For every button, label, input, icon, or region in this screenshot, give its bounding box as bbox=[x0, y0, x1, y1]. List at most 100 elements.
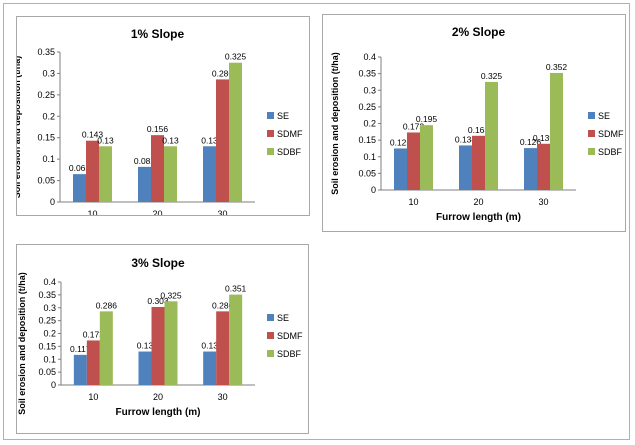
y-tick-label: 0 bbox=[50, 197, 55, 207]
chart-panel-3pct-slope: 3% Slope 0 0.05 0.1 0.15 0.2 0.25 0.3 0.35 0.4 0.1… bbox=[16, 244, 309, 434]
chart-3pct-slope: 3% Slope 0 0.05 0.1 0.15 0.2 0.25 0.3 0.35 0.4 0.1… bbox=[17, 256, 303, 418]
data-label: 0.143 bbox=[82, 130, 104, 140]
data-label: 0.286 bbox=[96, 300, 118, 310]
legend-swatch-sdmf bbox=[588, 130, 595, 137]
x-tick-label: 10 bbox=[408, 197, 418, 207]
y-tick-label: 0.2 bbox=[363, 119, 376, 129]
bar-sdmf bbox=[151, 306, 165, 385]
data-label: 0.286 bbox=[212, 300, 234, 310]
bar-sdmf bbox=[407, 132, 420, 190]
bar-sdbf bbox=[164, 301, 178, 385]
legend-swatch-se bbox=[267, 314, 274, 321]
bar-sdbf bbox=[420, 125, 433, 190]
chart-title: 2% Slope bbox=[452, 25, 506, 39]
data-label: 0.286 bbox=[212, 68, 234, 78]
y-tick-label: 0.2 bbox=[43, 329, 56, 339]
x-tick-label: 30 bbox=[218, 392, 228, 402]
data-label: 0.351 bbox=[225, 284, 247, 294]
bar-sdmf bbox=[537, 143, 550, 190]
y-tick-label: 0.35 bbox=[37, 47, 55, 57]
data-label: 0.13 bbox=[97, 135, 114, 145]
data-label: 0.126 bbox=[520, 137, 542, 147]
bar-sdmf bbox=[86, 140, 99, 202]
figure-frame: 1% Slope 0 0.05 0.1 0.15 0.2 0.25 0.3 0.35 0.065 0… bbox=[3, 3, 630, 440]
data-label: 0.139 bbox=[533, 133, 555, 143]
data-label: 0.117 bbox=[70, 344, 91, 354]
legend-label: SDMF bbox=[277, 331, 303, 341]
bar-se bbox=[203, 351, 217, 385]
data-label: 0.325 bbox=[225, 52, 247, 62]
bar-sdmf bbox=[151, 135, 164, 202]
data-label: 0.13 bbox=[137, 341, 154, 351]
legend-swatch-se bbox=[588, 112, 595, 119]
data-label: 0.325 bbox=[481, 71, 503, 81]
data-label: 0.163 bbox=[468, 125, 490, 135]
bar-se bbox=[203, 146, 216, 202]
y-tick-label: 0.05 bbox=[358, 168, 376, 178]
data-label: 0.13 bbox=[162, 135, 179, 145]
x-tick-label: 30 bbox=[217, 209, 227, 215]
y-axis-label: Soil erosion and deposition (t/ha) bbox=[17, 56, 22, 199]
chart-2pct-slope: 2% Slope 0 0.05 0.1 0.15 0.2 0.25 0.3 0.35 0.4 0.1… bbox=[330, 25, 624, 223]
y-tick-label: 0.25 bbox=[37, 90, 55, 100]
data-label: 0.325 bbox=[160, 290, 182, 300]
y-tick-label: 0.35 bbox=[358, 69, 376, 79]
bar-sdmf bbox=[216, 311, 230, 385]
legend-label: SDBF bbox=[598, 147, 623, 157]
bar-se bbox=[394, 148, 407, 190]
y-tick-label: 0.35 bbox=[38, 290, 56, 300]
bar-se bbox=[459, 145, 472, 190]
y-tick-label: 0.1 bbox=[42, 154, 55, 164]
y-tick-label: 0.3 bbox=[43, 303, 56, 313]
legend-label: SE bbox=[598, 111, 610, 121]
y-tick-label: 0.4 bbox=[43, 277, 56, 287]
data-label: 0.173 bbox=[83, 329, 105, 339]
y-tick-label: 0.15 bbox=[38, 341, 56, 351]
data-label: 0.134 bbox=[455, 134, 477, 144]
data-label: 0.065 bbox=[69, 163, 91, 173]
y-tick-label: 0.05 bbox=[38, 367, 56, 377]
y-tick-label: 0.15 bbox=[37, 133, 55, 143]
legend-swatch-sdmf bbox=[267, 130, 274, 137]
y-tick-label: 0 bbox=[51, 380, 56, 390]
chart-1pct-slope: 1% Slope 0 0.05 0.1 0.15 0.2 0.25 0.3 0.35 0.065 0… bbox=[12, 27, 303, 235]
y-tick-label: 0.1 bbox=[363, 152, 376, 162]
bar-sdbf bbox=[164, 146, 177, 202]
x-tick-label: 20 bbox=[152, 209, 162, 215]
bar-se bbox=[73, 354, 87, 385]
x-axis-label: Furrow length (m) bbox=[436, 212, 521, 223]
data-label: 0.173 bbox=[403, 121, 425, 131]
x-axis-label: Furrow length (m) bbox=[116, 407, 201, 418]
x-tick-label: 10 bbox=[87, 209, 97, 215]
data-label: 0.125 bbox=[390, 137, 412, 147]
legend-swatch-se bbox=[267, 112, 274, 119]
bar-sdmf bbox=[216, 79, 229, 202]
legend-swatch-sdbf bbox=[267, 148, 274, 155]
y-tick-label: 0.1 bbox=[43, 354, 56, 364]
bar-sdbf bbox=[99, 311, 113, 385]
bar-se bbox=[138, 351, 152, 385]
x-tick-label: 20 bbox=[153, 392, 163, 402]
x-tick-label: 10 bbox=[88, 392, 98, 402]
y-tick-label: 0.15 bbox=[358, 135, 376, 145]
bar-sdbf bbox=[550, 72, 563, 190]
y-tick-label: 0.25 bbox=[358, 102, 376, 112]
y-tick-label: 0.3 bbox=[363, 85, 376, 95]
bar-sdmf bbox=[86, 340, 100, 385]
chart-panel-1pct-slope: 1% Slope 0 0.05 0.1 0.15 0.2 0.25 0.3 0.35 0.065 0… bbox=[12, 16, 310, 235]
data-label: 0.352 bbox=[546, 62, 568, 72]
bar-sdmf bbox=[472, 135, 485, 190]
bar-sdbf bbox=[229, 294, 243, 385]
data-label: 0.303 bbox=[147, 296, 169, 306]
data-label: 0.156 bbox=[147, 124, 169, 134]
bar-sdbf bbox=[229, 62, 242, 202]
bar-sdbf bbox=[99, 146, 112, 202]
legend-swatch-sdmf bbox=[267, 332, 274, 339]
legend-label: SDMF bbox=[598, 129, 624, 139]
bar-se bbox=[138, 166, 151, 202]
y-tick-label: 0.2 bbox=[42, 111, 55, 121]
legend-label: SDMF bbox=[277, 129, 303, 139]
legend-label: SDBF bbox=[277, 147, 302, 157]
legend-label: SDBF bbox=[277, 349, 302, 359]
legend-label: SE bbox=[277, 313, 289, 323]
